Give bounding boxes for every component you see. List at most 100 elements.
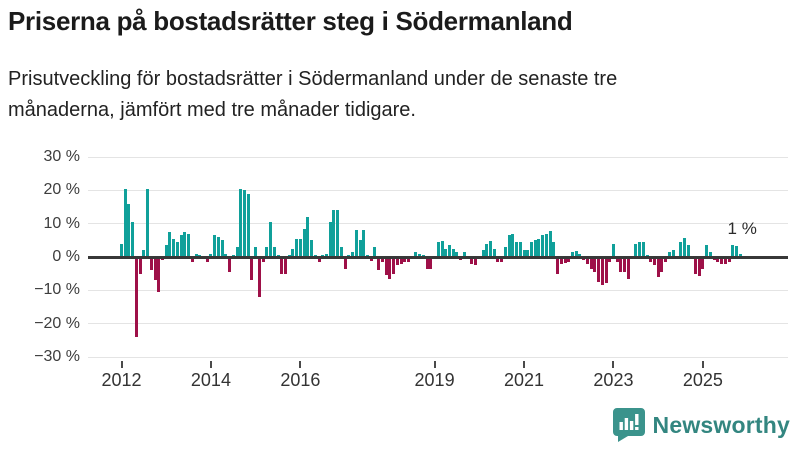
bar-month-98 [485,243,489,257]
bar-month-131 [608,257,612,262]
bar-month-62 [351,252,355,257]
bar-month-65 [362,230,366,257]
bar-month-147 [667,252,671,257]
bar-month-155 [697,257,701,277]
bar-month-47 [295,238,299,257]
bar-month-60 [343,257,347,269]
bar-month-40 [269,222,273,257]
bar-month-138 [634,243,638,257]
bar-month-91 [459,257,463,261]
bar-month-8 [149,257,153,271]
bar-month-122 [574,251,578,257]
bar-month-120 [567,257,571,262]
bar-month-15 [175,242,179,257]
bar-month-58 [336,210,340,257]
bar-month-162 [723,257,727,265]
bar-month-94 [470,257,474,264]
bar-month-35 [250,257,254,281]
bar-month-157 [705,245,709,257]
bar-month-82 [425,257,429,269]
bar-month-59 [339,247,343,257]
bar-month-71 [384,257,388,276]
bar-month-105 [511,233,515,257]
y-tick-label: 20 % [43,181,80,199]
bar-month-128 [597,257,601,282]
x-tick-2021 [523,361,526,368]
y-tick-label: 0 % [52,248,80,265]
bar-month-101 [496,257,500,262]
bar-month-109 [526,250,530,257]
bar-month-110 [529,242,533,257]
bar-month-127 [593,257,597,272]
bar-month-13 [168,232,172,257]
y-tick-label: −20 % [34,314,80,332]
bar-month-161 [720,257,724,264]
bar-month-124 [582,257,586,261]
bar-month-17 [183,232,187,257]
bar-month-37 [257,257,261,297]
bar-month-70 [380,257,384,262]
bar-month-118 [559,257,563,264]
bar-month-56 [328,222,332,257]
bar-month-90 [455,252,459,257]
branding: Newsworthy [612,406,790,444]
zero-axis-line [88,255,788,259]
x-tick-2019 [433,361,436,368]
bar-month-119 [563,257,567,263]
bar-month-25 [213,235,217,257]
bar-month-50 [306,217,310,257]
bar-month-116 [552,242,556,257]
bar-month-83 [429,257,433,270]
bar-month-111 [533,240,537,257]
gridline--10 [88,289,788,291]
bar-month-44 [283,257,287,274]
bar-month-136 [626,257,630,279]
bar-month-16 [179,235,183,257]
bar-month-36 [254,247,258,257]
bar-month-49 [302,228,306,257]
bar-month-100 [492,248,496,257]
bar-month-72 [388,257,392,279]
bar-month-53 [317,257,321,262]
bar-month-11 [160,257,164,261]
bar-month-139 [638,242,642,257]
bar-month-43 [280,257,284,274]
bar-month-74 [395,257,399,266]
bar-month-64 [358,240,362,257]
bar-month-14 [172,238,176,257]
x-tick-2014 [209,361,212,368]
bar-month-104 [507,235,511,257]
bar-month-164 [731,245,735,257]
bar-month-158 [708,252,712,257]
bar-month-112 [537,238,541,257]
gridline--30 [88,356,788,358]
bar-month-3 [131,222,135,257]
bar-month-166 [738,253,742,257]
x-tick-2025 [701,361,704,368]
x-tick-2016 [299,361,302,368]
x-tick-label-2016: 2016 [280,370,321,390]
bar-month-9 [153,257,157,281]
bar-month-113 [541,235,545,257]
y-tick-label: −30 % [34,348,80,365]
bar-month-31 [235,247,239,257]
gridline-10 [88,223,788,225]
bar-month-29 [228,257,232,272]
bar-month-27 [220,240,224,257]
bar-month-150 [679,242,683,257]
chart-subtitle: Prisutveckling för bostadsrätter i Söder… [8,64,788,126]
bar-month-146 [664,257,668,262]
bar-month-145 [660,257,664,272]
bar-month-160 [716,257,720,262]
y-tick-label: 30 % [43,148,80,165]
bar-month-85 [436,242,440,257]
bar-month-129 [600,257,604,286]
bar-month-12 [164,245,168,257]
bar-month-133 [615,257,619,262]
bar-month-24 [209,253,213,257]
brand-name: Newsworthy [652,411,790,438]
bar-month-68 [373,247,377,257]
bar-month-89 [451,248,455,257]
bar-month-41 [272,247,276,257]
